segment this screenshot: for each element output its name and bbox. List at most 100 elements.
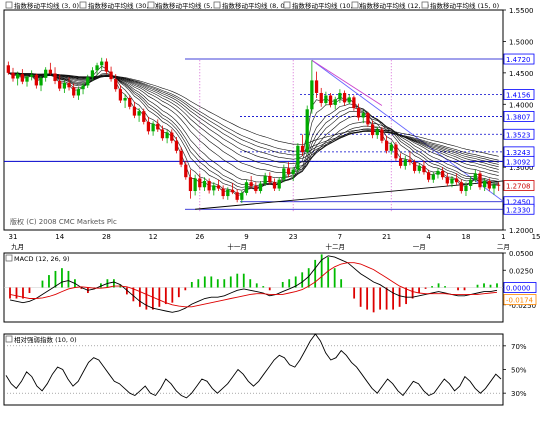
value-badge-label: 1.4720 (506, 56, 531, 64)
y-tick-label: 1.5500 (509, 7, 534, 15)
candle-body (184, 164, 188, 178)
value-badge (503, 111, 535, 122)
value-badge-label: 1.3243 (506, 149, 531, 157)
candle-body (412, 162, 417, 171)
candle-body (375, 129, 379, 136)
candle-body (277, 179, 281, 189)
candle-body (436, 170, 440, 175)
candle-body (235, 192, 239, 200)
value-badge-label: 0.0000 (506, 285, 531, 293)
candle-body (268, 175, 272, 183)
candle-body (380, 129, 384, 141)
legend-entry: 指数移动平均线 (8, 0) (222, 1, 287, 10)
value-badge-label: 1.4156 (506, 91, 531, 99)
candle-body (244, 182, 249, 193)
candle-body (455, 178, 459, 183)
candle-body (202, 180, 207, 188)
date-label: 26 (195, 233, 204, 241)
candle-body (72, 87, 76, 96)
candle-body (296, 145, 300, 170)
candle-body (314, 80, 319, 93)
date-label: 12 (149, 233, 158, 241)
candle-body (356, 108, 361, 118)
y-tick-label: 1.4500 (509, 70, 534, 78)
value-badge-label: 1.3523 (506, 131, 531, 139)
y-tick-label: 0.0500 (509, 250, 534, 258)
candle-body (20, 74, 24, 82)
candle-body (478, 173, 482, 188)
candle-body (226, 189, 230, 197)
y-tick-label: 30% (511, 390, 527, 398)
candle-body (366, 113, 370, 125)
value-badge (503, 203, 535, 215)
candle-body (310, 80, 314, 110)
candle-body (291, 169, 295, 175)
legend-checkbox (213, 1, 221, 9)
legend-entry: 指数移动平均线 (12, 0) (360, 1, 429, 10)
legend-entry: 指数移动平均线 (3, 0) (14, 1, 79, 10)
candle-body (342, 92, 347, 103)
date-label: 28 (102, 233, 111, 241)
legend-entry: 指数移动平均线 (15, 0) (430, 1, 499, 10)
legend-checkbox (5, 335, 13, 343)
candle-body (440, 170, 445, 178)
candle-body (249, 182, 253, 186)
y-tick-label: 1.4000 (509, 101, 534, 109)
ema-line-15 (8, 72, 499, 183)
ema-line-25 (8, 72, 499, 174)
ema-line-60 (8, 72, 499, 157)
candle-body (123, 98, 127, 101)
candle-body (170, 132, 174, 141)
value-badge-label: 1.2330 (506, 206, 531, 214)
candle-body (282, 168, 286, 180)
candle-body (324, 95, 328, 104)
candle-body (137, 111, 141, 116)
ema-line-20 (8, 72, 499, 179)
candle-body (48, 69, 52, 74)
candle-body (179, 150, 183, 165)
value-badge (503, 282, 537, 293)
candle-body (212, 185, 216, 191)
candle-body (370, 124, 375, 136)
date-label: 1 (501, 233, 505, 241)
legend-checkbox (351, 1, 359, 9)
candle-body (114, 79, 118, 90)
candle-body (39, 77, 43, 86)
candle-body (62, 82, 67, 89)
candle-body (464, 186, 468, 192)
candle-body (188, 177, 193, 192)
candle-body (44, 69, 48, 78)
legend-checkbox (147, 1, 155, 9)
candle-body (417, 165, 421, 171)
y-tick-label: 1.3000 (509, 164, 534, 172)
candle-body (408, 159, 412, 163)
candle-body (160, 129, 165, 139)
signal-line (9, 262, 498, 308)
value-badge-label: 1.3092 (506, 158, 531, 166)
month-label: 一月 (413, 243, 426, 251)
candle-body (109, 71, 113, 80)
candle-body (230, 189, 235, 193)
date-label: 31 (9, 233, 18, 241)
candle-body (240, 192, 244, 200)
y-tick-label: 1.5000 (509, 38, 534, 46)
candle-body (263, 175, 267, 184)
candle-body (361, 113, 365, 118)
y-tick-label: 50% (511, 367, 527, 375)
value-badge (503, 128, 535, 140)
candle-body (53, 73, 57, 82)
candle-body (492, 184, 496, 189)
candle-body (319, 92, 323, 104)
ema-line-30 (8, 72, 499, 170)
value-badge (503, 180, 535, 191)
y-tick-label: 70% (511, 343, 527, 351)
macd-line (9, 255, 498, 313)
date-label: 14 (55, 233, 64, 241)
trend-line-down (311, 59, 504, 202)
rsi-panel: 70% 50% 30% 相对强弱指数 (10, 0) (4, 333, 527, 399)
candle-body (254, 186, 258, 192)
candle-body (483, 180, 487, 188)
candle-body (100, 61, 104, 66)
ema-line-40 (8, 72, 499, 165)
